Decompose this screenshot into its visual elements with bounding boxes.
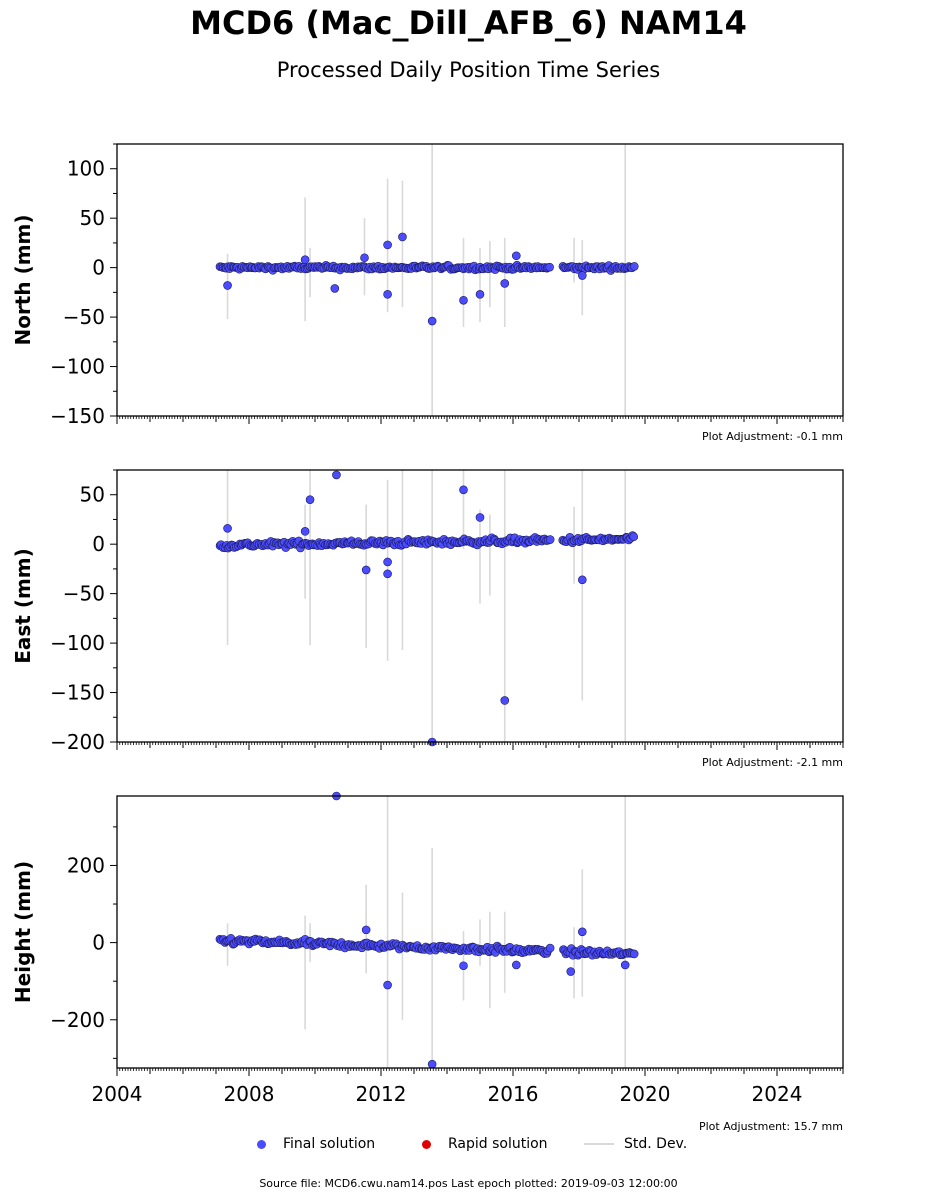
- final-solution-point: [545, 535, 555, 544]
- final-solution-point: [577, 575, 587, 585]
- y-tick-label: 100: [67, 157, 105, 181]
- legend-final: Final solution: [257, 1136, 375, 1152]
- legend-final-label: Final solution: [283, 1136, 376, 1152]
- final-solution-point: [305, 495, 315, 504]
- final-solution-point: [545, 262, 554, 272]
- final-solution-point: [383, 980, 392, 990]
- y-tick-label: 0: [92, 931, 105, 955]
- y-axis-label: North (mm): [11, 214, 35, 345]
- final-solution-point: [361, 925, 371, 935]
- y-tick-label: −200: [50, 730, 105, 754]
- y-axis-label: East (mm): [11, 548, 35, 664]
- x-tick-label: 2024: [752, 1082, 803, 1106]
- final-solution-point: [629, 532, 639, 542]
- x-tick-label: 2012: [356, 1082, 407, 1106]
- y-tick-label: 200: [67, 853, 105, 877]
- final-solution-point: [300, 255, 310, 265]
- final-solution-point: [427, 316, 437, 326]
- y-tick-label: −200: [50, 1008, 105, 1032]
- y-tick-label: 0: [92, 532, 105, 556]
- final-solution-marker: [257, 1139, 266, 1149]
- final-solution-point: [629, 949, 639, 959]
- final-solution-point: [577, 271, 587, 280]
- y-tick-label: −50: [63, 582, 105, 606]
- chart-title: MCD6 (Mac_Dill_AFB_6) NAM14: [190, 4, 747, 42]
- final-solution-point: [500, 279, 510, 288]
- legend-std: Std. Dev.: [584, 1136, 687, 1152]
- legend-std-label: Std. Dev.: [624, 1136, 688, 1152]
- final-solution-point: [566, 967, 576, 976]
- final-solution-point: [398, 232, 407, 242]
- final-solution-point: [360, 253, 369, 263]
- final-solution-point: [620, 960, 630, 970]
- panel-3: −200 0 200 Height (mm) 2004 2008 2012 2016 2020 2…: [11, 791, 844, 1133]
- final-solution-point: [629, 262, 639, 271]
- final-solution-point: [500, 696, 510, 705]
- final-solution-point: [223, 524, 232, 533]
- y-axis-label: Height (mm): [11, 861, 35, 1003]
- final-solution-point: [511, 960, 521, 970]
- y-tick-label: 0: [92, 256, 105, 280]
- legend: Final solution Rapid solution Std. Dev.: [0, 1136, 937, 1158]
- final-solution-point: [475, 513, 485, 522]
- y-tick-label: −100: [50, 631, 105, 655]
- y-tick-label: −50: [63, 305, 105, 329]
- final-solution-point: [459, 295, 468, 305]
- panel-1: −150 −100 −50 0 50 100 North (mm) Plot Adjustme…: [11, 143, 844, 443]
- final-solution-point: [361, 565, 371, 575]
- final-solution-point: [300, 527, 310, 536]
- panel-2: −200 −150 −100 −50 0 50 East (mm) Plot Adjustme…: [11, 469, 844, 769]
- plot-adjustment-label: Plot Adjustment: -0.1 mm: [702, 430, 843, 443]
- legend-rapid-label: Rapid solution: [448, 1136, 548, 1152]
- x-tick-label: 2008: [224, 1082, 275, 1106]
- final-solution-point: [383, 557, 392, 567]
- plot-adjustment-label: Plot Adjustment: -2.1 mm: [702, 756, 843, 769]
- final-solution-point: [383, 240, 392, 250]
- y-tick-label: 50: [80, 483, 105, 507]
- final-solution-point: [475, 290, 485, 299]
- final-solution-point: [511, 251, 521, 261]
- x-tick-label: 2020: [620, 1082, 671, 1106]
- x-tick-label: 2004: [92, 1082, 143, 1106]
- final-solution-point: [223, 281, 232, 290]
- final-solution-point: [577, 927, 587, 937]
- final-solution-point: [427, 1059, 437, 1069]
- y-tick-label: −150: [50, 404, 105, 428]
- source-footer: Source file: MCD6.cwu.nam14.pos Last epo…: [259, 1177, 678, 1190]
- std-dev-line-sample: [584, 1143, 614, 1145]
- plot-adjustment-label: Plot Adjustment: 15.7 mm: [699, 1120, 843, 1133]
- y-tick-label: −100: [50, 355, 105, 379]
- final-solution-point: [383, 290, 392, 299]
- final-solution-point: [332, 470, 341, 480]
- y-tick-label: −150: [50, 681, 105, 705]
- final-solution-point: [459, 961, 468, 971]
- y-tick-label: 50: [80, 206, 105, 230]
- final-solution-point: [330, 284, 340, 293]
- legend-rapid: Rapid solution: [422, 1136, 548, 1152]
- x-tick-label: 2016: [488, 1082, 539, 1106]
- final-solution-point: [545, 943, 555, 953]
- chart-subtitle: Processed Daily Position Time Series: [276, 58, 661, 82]
- rapid-solution-marker: [422, 1139, 431, 1149]
- final-solution-point: [383, 569, 392, 579]
- final-solution-point: [459, 485, 468, 495]
